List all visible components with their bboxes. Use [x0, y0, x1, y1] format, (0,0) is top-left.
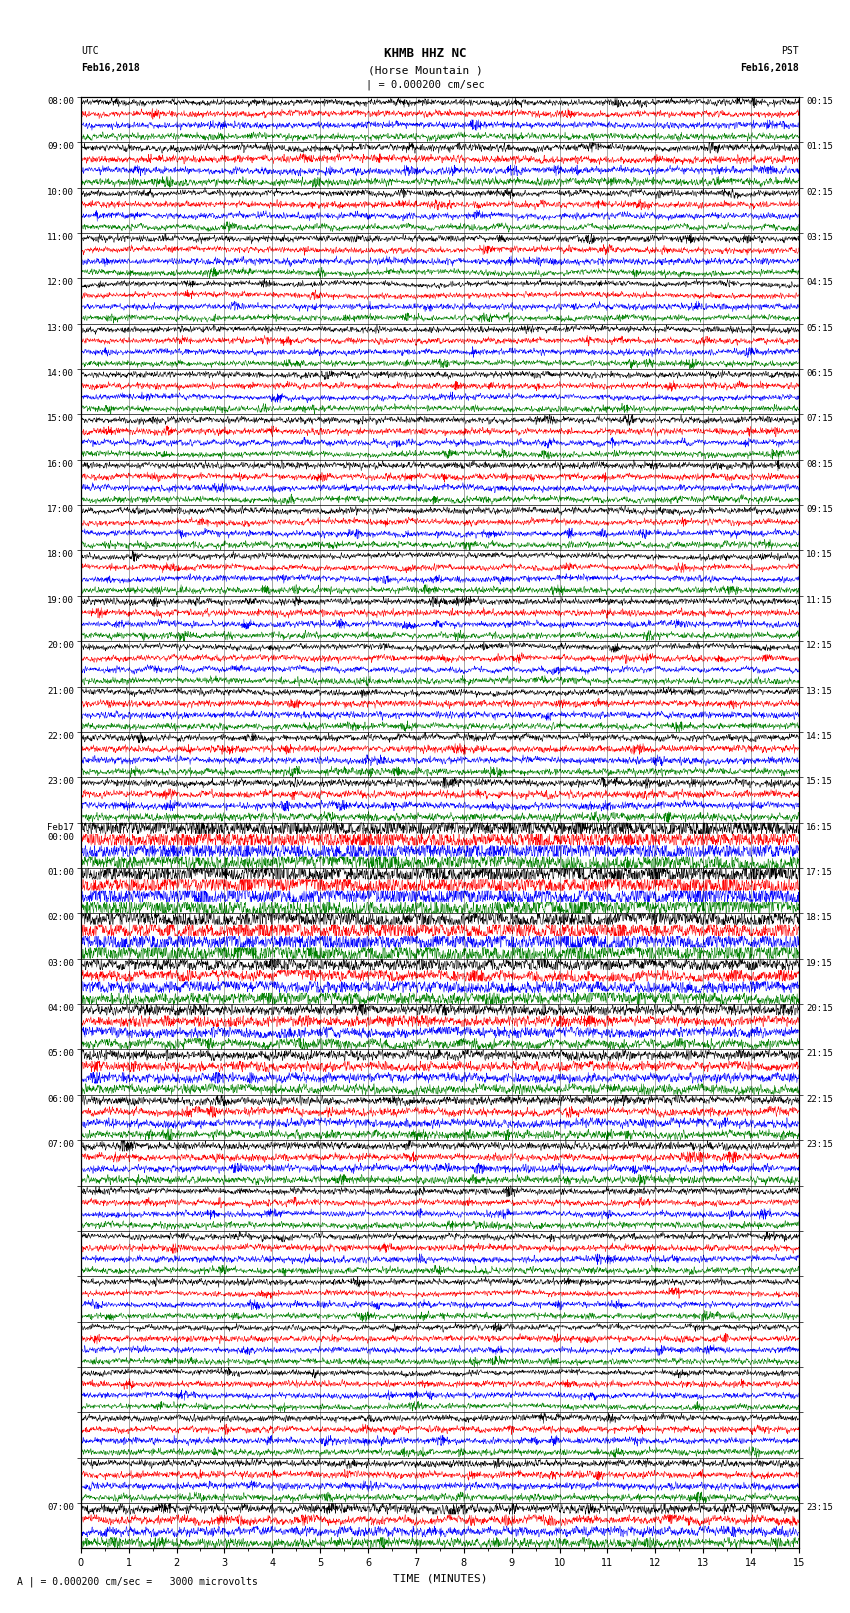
Text: Feb16,2018: Feb16,2018 [81, 63, 139, 73]
Text: UTC: UTC [81, 47, 99, 56]
Text: (Horse Mountain ): (Horse Mountain ) [367, 65, 483, 76]
X-axis label: TIME (MINUTES): TIME (MINUTES) [393, 1574, 487, 1584]
Text: | = 0.000200 cm/sec: | = 0.000200 cm/sec [366, 79, 484, 90]
Text: KHMB HHZ NC: KHMB HHZ NC [383, 47, 467, 60]
Text: A | = 0.000200 cm/sec =   3000 microvolts: A | = 0.000200 cm/sec = 3000 microvolts [17, 1576, 258, 1587]
Text: PST: PST [781, 47, 799, 56]
Text: Feb16,2018: Feb16,2018 [740, 63, 799, 73]
